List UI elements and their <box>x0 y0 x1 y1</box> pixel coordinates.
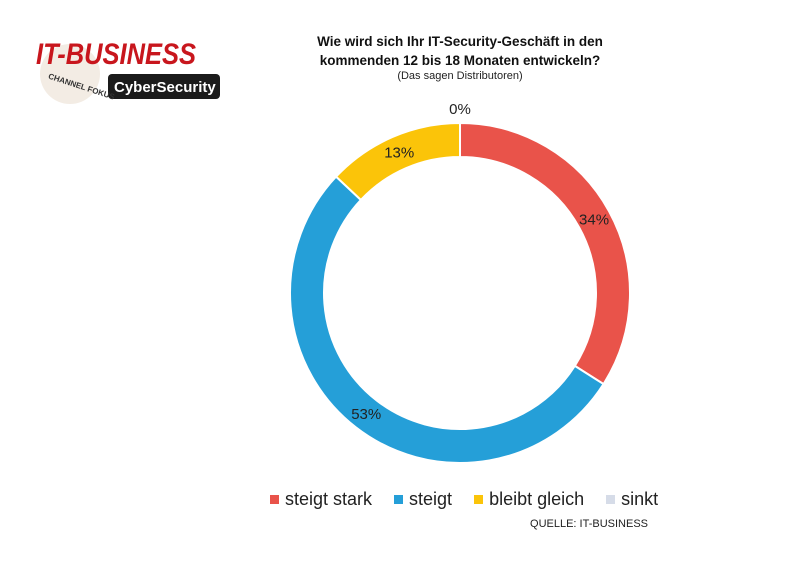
chart-title-line2: kommenden 12 bis 18 Monaten entwickeln? <box>319 53 601 68</box>
chart-title: Wie wird sich Ihr IT-Security-Geschäft i… <box>260 32 660 70</box>
donut-slice-steigt-stark <box>459 121 632 386</box>
data-label: 53% <box>351 406 381 423</box>
legend: steigt stark steigt bleibt gleich sinkt <box>270 489 658 510</box>
svg-text:CyberSecurity: CyberSecurity <box>114 79 216 96</box>
legend-label: sinkt <box>621 489 659 509</box>
legend-swatch <box>606 495 616 504</box>
legend-item: bleibt gleich <box>474 489 584 510</box>
legend-item: steigt <box>394 489 452 510</box>
donut-slice-bleibt-gleich <box>334 121 461 202</box>
data-label: 34% <box>579 211 609 228</box>
data-label: 0% <box>449 101 471 118</box>
legend-label: steigt <box>409 489 453 509</box>
donut-slice-steigt <box>289 175 605 464</box>
legend-swatch <box>474 495 484 504</box>
data-label: 13% <box>384 145 414 162</box>
svg-text:IT-BUSINESS: IT-BUSINESS <box>36 38 196 71</box>
legend-item: sinkt <box>606 489 658 510</box>
legend-label: steigt stark <box>285 489 373 509</box>
chart-subtitle: (Das sagen Distributoren) <box>397 70 523 82</box>
it-business-logo: IT-BUSINESS CyberSecurity CHANNEL FOKUS <box>36 38 220 104</box>
legend-item: steigt stark <box>270 489 372 510</box>
chart-title-line1: Wie wird sich Ihr IT-Security-Geschäft i… <box>317 34 603 49</box>
legend-label: bleibt gleich <box>489 489 585 509</box>
source-note: QUELLE: IT-BUSINESS <box>530 518 648 530</box>
legend-swatch <box>270 495 279 504</box>
logo-globe <box>40 44 100 104</box>
legend-swatch <box>394 495 404 504</box>
